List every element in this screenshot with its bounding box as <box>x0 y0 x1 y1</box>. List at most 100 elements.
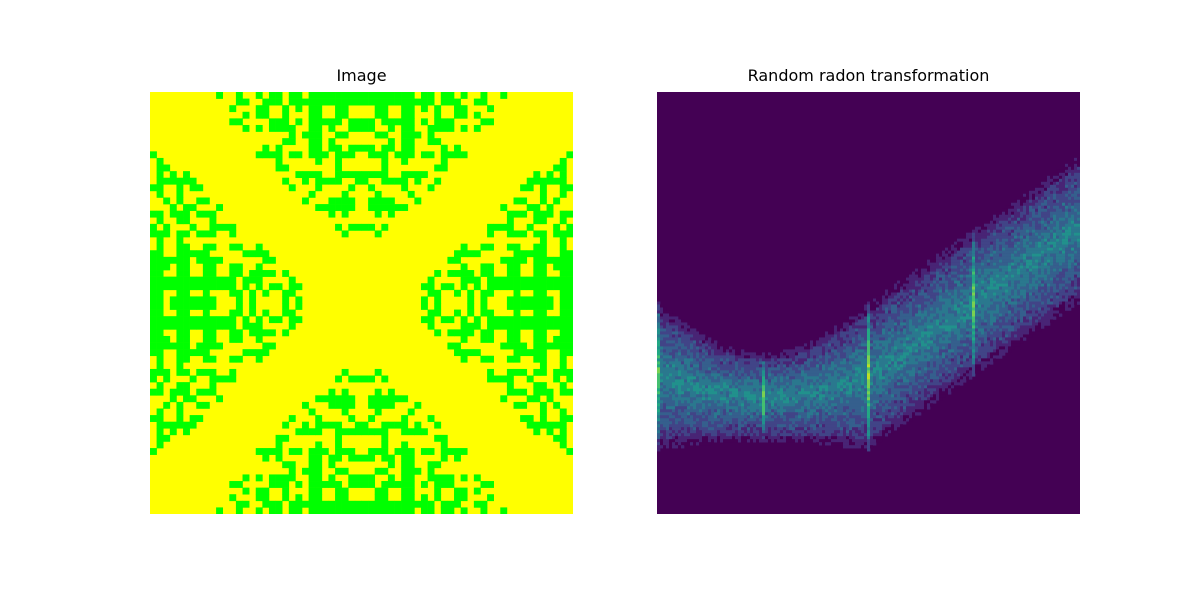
radon-cell <box>690 325 694 329</box>
image-cell <box>315 138 323 146</box>
radon-cell <box>873 355 877 359</box>
image-cell <box>460 92 468 99</box>
radon-cell <box>693 358 697 362</box>
radon-cell <box>666 361 670 365</box>
radon-cell <box>801 439 805 443</box>
radon-cell <box>894 298 898 302</box>
radon-cell <box>741 412 745 416</box>
radon-cell <box>696 367 700 371</box>
radon-cell <box>798 424 802 428</box>
radon-cell <box>708 349 712 353</box>
radon-cell <box>657 418 661 422</box>
radon-cell <box>828 367 832 371</box>
radon-cell <box>726 418 730 422</box>
radon-cell <box>921 298 925 302</box>
image-cell <box>447 283 455 291</box>
radon-cell <box>705 376 709 380</box>
radon-cell <box>726 388 730 392</box>
radon-cell <box>672 313 676 317</box>
radon-cell <box>750 415 754 419</box>
radon-cell <box>822 412 826 416</box>
radon-cell <box>933 352 937 356</box>
image-cell <box>275 98 283 106</box>
image-cell <box>553 223 561 231</box>
image-cell <box>454 329 461 337</box>
radon-cell <box>906 277 910 281</box>
radon-cell <box>912 358 916 362</box>
radon-cell <box>876 400 880 404</box>
image-cell <box>473 474 481 482</box>
image-cell <box>473 124 481 132</box>
radon-cell <box>777 418 781 422</box>
image-cell <box>487 270 494 277</box>
radon-cell <box>870 439 874 443</box>
radon-cell <box>888 391 892 395</box>
radon-cell <box>840 373 844 377</box>
image-cell <box>506 375 514 383</box>
image-cell <box>348 118 356 126</box>
radon-cell <box>831 406 835 410</box>
radon-cell <box>780 418 784 422</box>
image-cell <box>229 494 237 502</box>
radon-cell <box>930 358 934 362</box>
image-cell <box>354 171 362 179</box>
radon-cell <box>675 343 679 347</box>
image-cell <box>235 481 243 488</box>
radon-cell <box>684 325 688 329</box>
radon-cell <box>804 403 808 407</box>
radon-cell <box>675 418 679 422</box>
radon-cell <box>696 352 700 356</box>
radon-cell <box>894 292 898 296</box>
radon-cell <box>768 364 772 368</box>
radon-cell <box>762 421 766 425</box>
radon-cell <box>879 376 883 380</box>
radon-cell <box>768 412 772 416</box>
radon-cell <box>903 277 907 281</box>
radon-cell <box>801 367 805 371</box>
radon-cell <box>702 367 706 371</box>
radon-cell <box>897 394 901 398</box>
radon-cell <box>870 397 874 401</box>
radon-cell <box>900 391 904 395</box>
radon-cell <box>660 313 664 317</box>
radon-cell <box>897 385 901 389</box>
image-cell <box>150 289 157 297</box>
radon-cell <box>879 352 883 356</box>
radon-cell <box>696 424 700 428</box>
image-cell <box>229 368 237 376</box>
radon-cell <box>684 430 688 434</box>
radon-cell <box>672 355 676 359</box>
radon-cell <box>780 367 784 371</box>
radon-cell <box>840 340 844 344</box>
image-cell <box>282 421 290 429</box>
image-cell <box>308 105 316 113</box>
image-cell <box>189 184 197 192</box>
radon-cell <box>924 355 928 359</box>
image-cell <box>407 118 415 126</box>
radon-cell <box>828 373 832 377</box>
radon-cell <box>663 346 667 350</box>
radon-cell <box>681 412 685 416</box>
radon-cell <box>756 412 760 416</box>
radon-cell <box>924 337 928 341</box>
radon-cell <box>666 418 670 422</box>
radon-cell <box>684 346 688 350</box>
radon-cell <box>858 445 862 449</box>
radon-cell <box>768 424 772 428</box>
radon-cell <box>915 298 919 302</box>
image-cell <box>526 204 534 211</box>
radon-cell <box>918 403 922 407</box>
radon-cell <box>879 436 883 440</box>
image-cell <box>500 316 508 324</box>
radon-cell <box>912 412 916 416</box>
radon-cell <box>849 439 853 443</box>
radon-cell <box>906 406 910 410</box>
image-cell <box>368 124 376 132</box>
radon-cell <box>798 361 802 365</box>
radon-cell <box>687 400 691 404</box>
image-cell <box>176 316 184 324</box>
radon-cell <box>678 346 682 350</box>
radon-cell <box>738 418 742 422</box>
radon-cell <box>879 394 883 398</box>
image-cell <box>328 210 336 218</box>
